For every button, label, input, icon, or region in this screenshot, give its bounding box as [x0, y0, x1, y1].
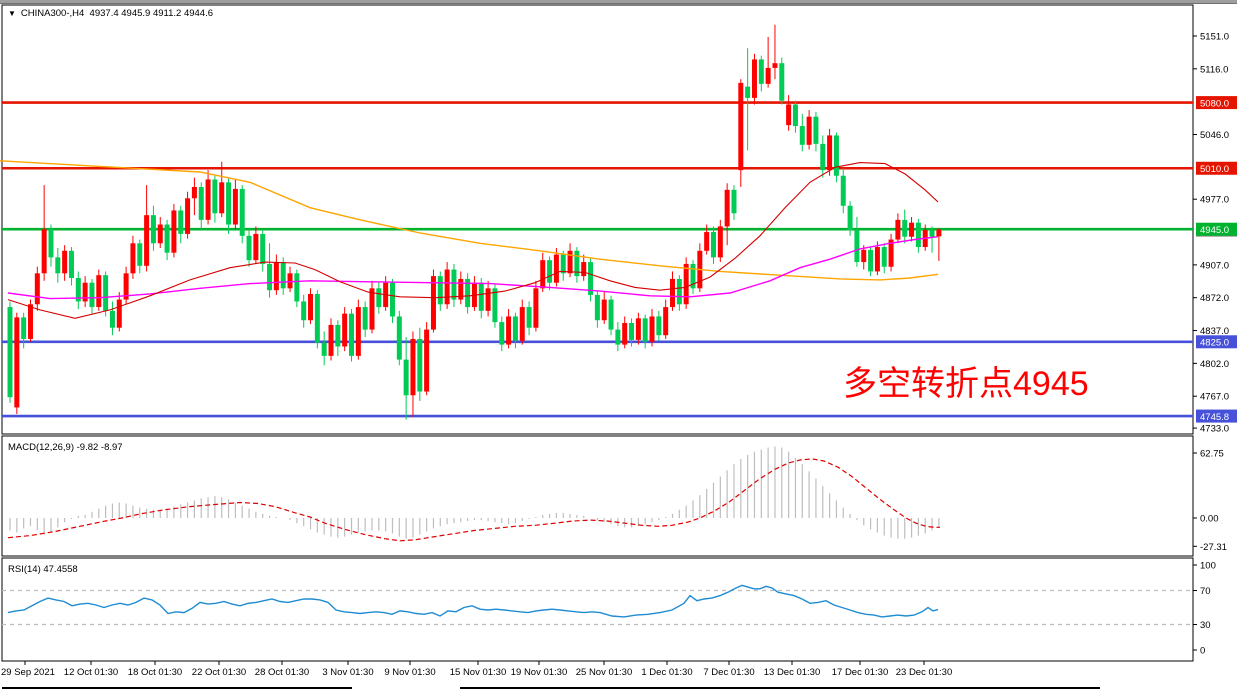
x-axis-labels: 29 Sep 2021 12 Oct 01:30 18 Oct 01:30 22 Oc…	[1, 661, 952, 678]
svg-text:30: 30	[1200, 620, 1211, 631]
date-tick-label: 29 Sep 2021	[1, 667, 55, 678]
hline-badge-5010.0: 5010.0	[1196, 161, 1237, 175]
svg-text:62.75: 62.75	[1200, 448, 1224, 459]
chevron-down-icon[interactable]: ▼	[8, 8, 16, 18]
date-tick-label: 12 Oct 01:30	[64, 667, 118, 678]
macd-signal-line	[7, 458, 940, 542]
symbol-title-bar[interactable]: ▼ CHINA300-,H4 4937.4 4945.9 4911.2 4944…	[8, 8, 213, 19]
svg-text:0.00: 0.00	[1200, 514, 1219, 525]
hline-badge-4825.0: 4825.0	[1196, 335, 1237, 349]
price-tick-label: 5116.0	[1200, 64, 1228, 75]
date-tick-label: 13 Dec 01:30	[764, 667, 821, 678]
price-tick-label: 5151.0	[1200, 32, 1229, 43]
price-tick-label: 4837.0	[1200, 326, 1229, 337]
price-axis: 5151.0 5116.0 5046.0 4977.0 4907.0 4872.0 4837…	[1193, 32, 1237, 435]
price-tick-label: 5046.0	[1200, 130, 1229, 141]
svg-text:100: 100	[1200, 561, 1216, 572]
price-tick-label: 4802.0	[1200, 359, 1229, 370]
rsi-axis: 100 70 30 0	[1193, 561, 1216, 657]
date-tick-label: 18 Oct 01:30	[128, 667, 182, 678]
date-tick-label: 25 Nov 01:30	[576, 667, 633, 678]
price-tick-label: 4733.0	[1200, 424, 1229, 435]
date-tick-label: 1 Dec 01:30	[641, 667, 692, 678]
svg-text:70: 70	[1200, 586, 1211, 597]
hline-badge-5080.0: 5080.0	[1196, 96, 1237, 109]
price-tick-label: 4907.0	[1200, 260, 1229, 271]
date-tick-label: 23 Dec 01:30	[896, 667, 953, 678]
ma-slow-orange	[0, 160, 939, 281]
window-top-edge	[0, 0, 1237, 4]
price-tick-label: 4977.0	[1200, 195, 1229, 206]
rsi-indicator-label: RSI(14) 47.4558	[8, 564, 78, 575]
hline-badge-4745.8: 4745.8	[1196, 409, 1237, 423]
svg-text:-27.31: -27.31	[1200, 542, 1227, 553]
date-tick-label: 15 Nov 01:30	[450, 667, 507, 678]
scrollbar-right-segment[interactable]	[460, 687, 1100, 689]
horizontal-price-lines[interactable]	[2, 101, 1193, 418]
macd-indicator-label: MACD(12,26,9) -9.82 -8.97	[8, 442, 123, 453]
rsi-line	[7, 584, 939, 618]
svg-text:0: 0	[1200, 646, 1205, 657]
trade-note-annotation: 多空转折点4945	[843, 365, 1089, 403]
ma-mid-magenta	[7, 236, 939, 300]
svg-text:5080.0: 5080.0	[1200, 98, 1229, 109]
hline-badge-4945.0: 4945.0	[1196, 222, 1237, 236]
date-tick-label: 22 Oct 01:30	[192, 667, 246, 678]
scrollbar-left-segment[interactable]	[2, 687, 352, 689]
macd-axis: 62.75 0.00 -27.31	[1193, 448, 1227, 553]
price-tick-label: 4767.0	[1200, 392, 1229, 403]
svg-text:4825.0: 4825.0	[1200, 338, 1229, 349]
svg-text:5010.0: 5010.0	[1200, 164, 1229, 175]
date-tick-label: 17 Dec 01:30	[832, 667, 889, 678]
ma-fast-red	[7, 162, 939, 319]
svg-text:4745.8: 4745.8	[1200, 412, 1229, 423]
symbol-title: CHINA300-,H4 4937.4 4945.9 4911.2 4944.6	[20, 8, 213, 19]
svg-text:4945.0: 4945.0	[1200, 225, 1229, 236]
date-tick-label: 19 Nov 01:30	[511, 667, 568, 678]
date-tick-label: 3 Nov 01:30	[322, 667, 373, 678]
date-tick-label: 28 Oct 01:30	[255, 667, 309, 678]
date-tick-label: 7 Dec 01:30	[703, 667, 754, 678]
price-tick-label: 4872.0	[1200, 293, 1229, 304]
date-tick-label: 9 Nov 01:30	[384, 667, 435, 678]
